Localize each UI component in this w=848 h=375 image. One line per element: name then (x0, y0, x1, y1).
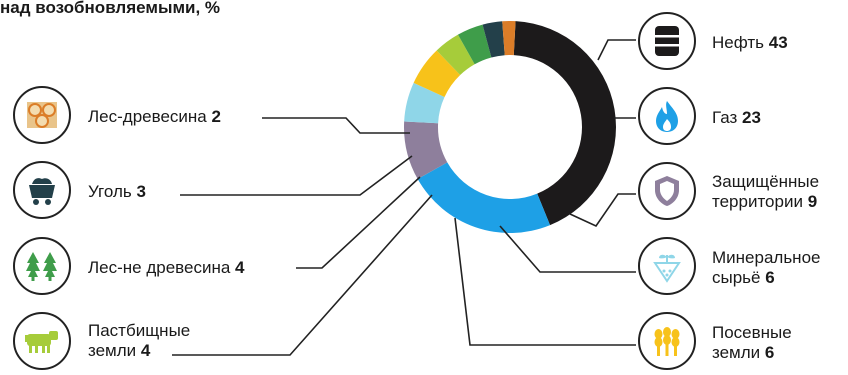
leader-line-mineral (499, 225, 636, 273)
fir-trees-icon (13, 237, 71, 295)
shield-icon (638, 162, 696, 220)
label-mineral: Минеральное сырьё 6 (712, 248, 821, 287)
label-gas: Газ 23 (712, 108, 761, 127)
mineral-plant-icon (638, 237, 696, 295)
leader-line-oil (597, 39, 636, 61)
leader-line-pasture (172, 194, 433, 356)
leader-line-forest-wood (262, 117, 410, 134)
label-pasture: Пастбищные земли 4 (88, 321, 191, 360)
leader-line-crops (454, 217, 636, 346)
slice-forest-nonwood (457, 24, 492, 65)
slice-mineral (404, 82, 445, 124)
slice-protected (404, 121, 448, 180)
logs-icon (13, 86, 71, 144)
label-forest-nonwood: Лес-не древесина 4 (88, 258, 245, 277)
label-protected: Защищённые территории 9 (712, 172, 820, 211)
label-coal: Уголь 3 (88, 182, 146, 201)
label-oil: Нефть 43 (712, 33, 788, 52)
cow-icon (13, 312, 71, 370)
slice-crops (413, 50, 461, 98)
slice-pasture (436, 34, 475, 76)
slice-oil (513, 21, 617, 226)
oil-barrel-icon (638, 12, 696, 70)
label-crops: Посевные земли 6 (712, 323, 792, 362)
wheat-icon (638, 312, 696, 370)
coal-cart-icon (13, 161, 71, 219)
slice-gas (417, 162, 551, 234)
label-forest-wood: Лес-древесина 2 (88, 107, 221, 126)
chart-title: над возобновляемыми, % (0, 0, 221, 17)
leader-line-protected (569, 193, 636, 228)
slice-coal (482, 21, 505, 58)
slice-forest-wood (502, 21, 516, 56)
gas-flame-icon (638, 87, 696, 145)
leader-line-coal (180, 155, 413, 196)
leader-line-forest-nonwood (296, 176, 421, 269)
